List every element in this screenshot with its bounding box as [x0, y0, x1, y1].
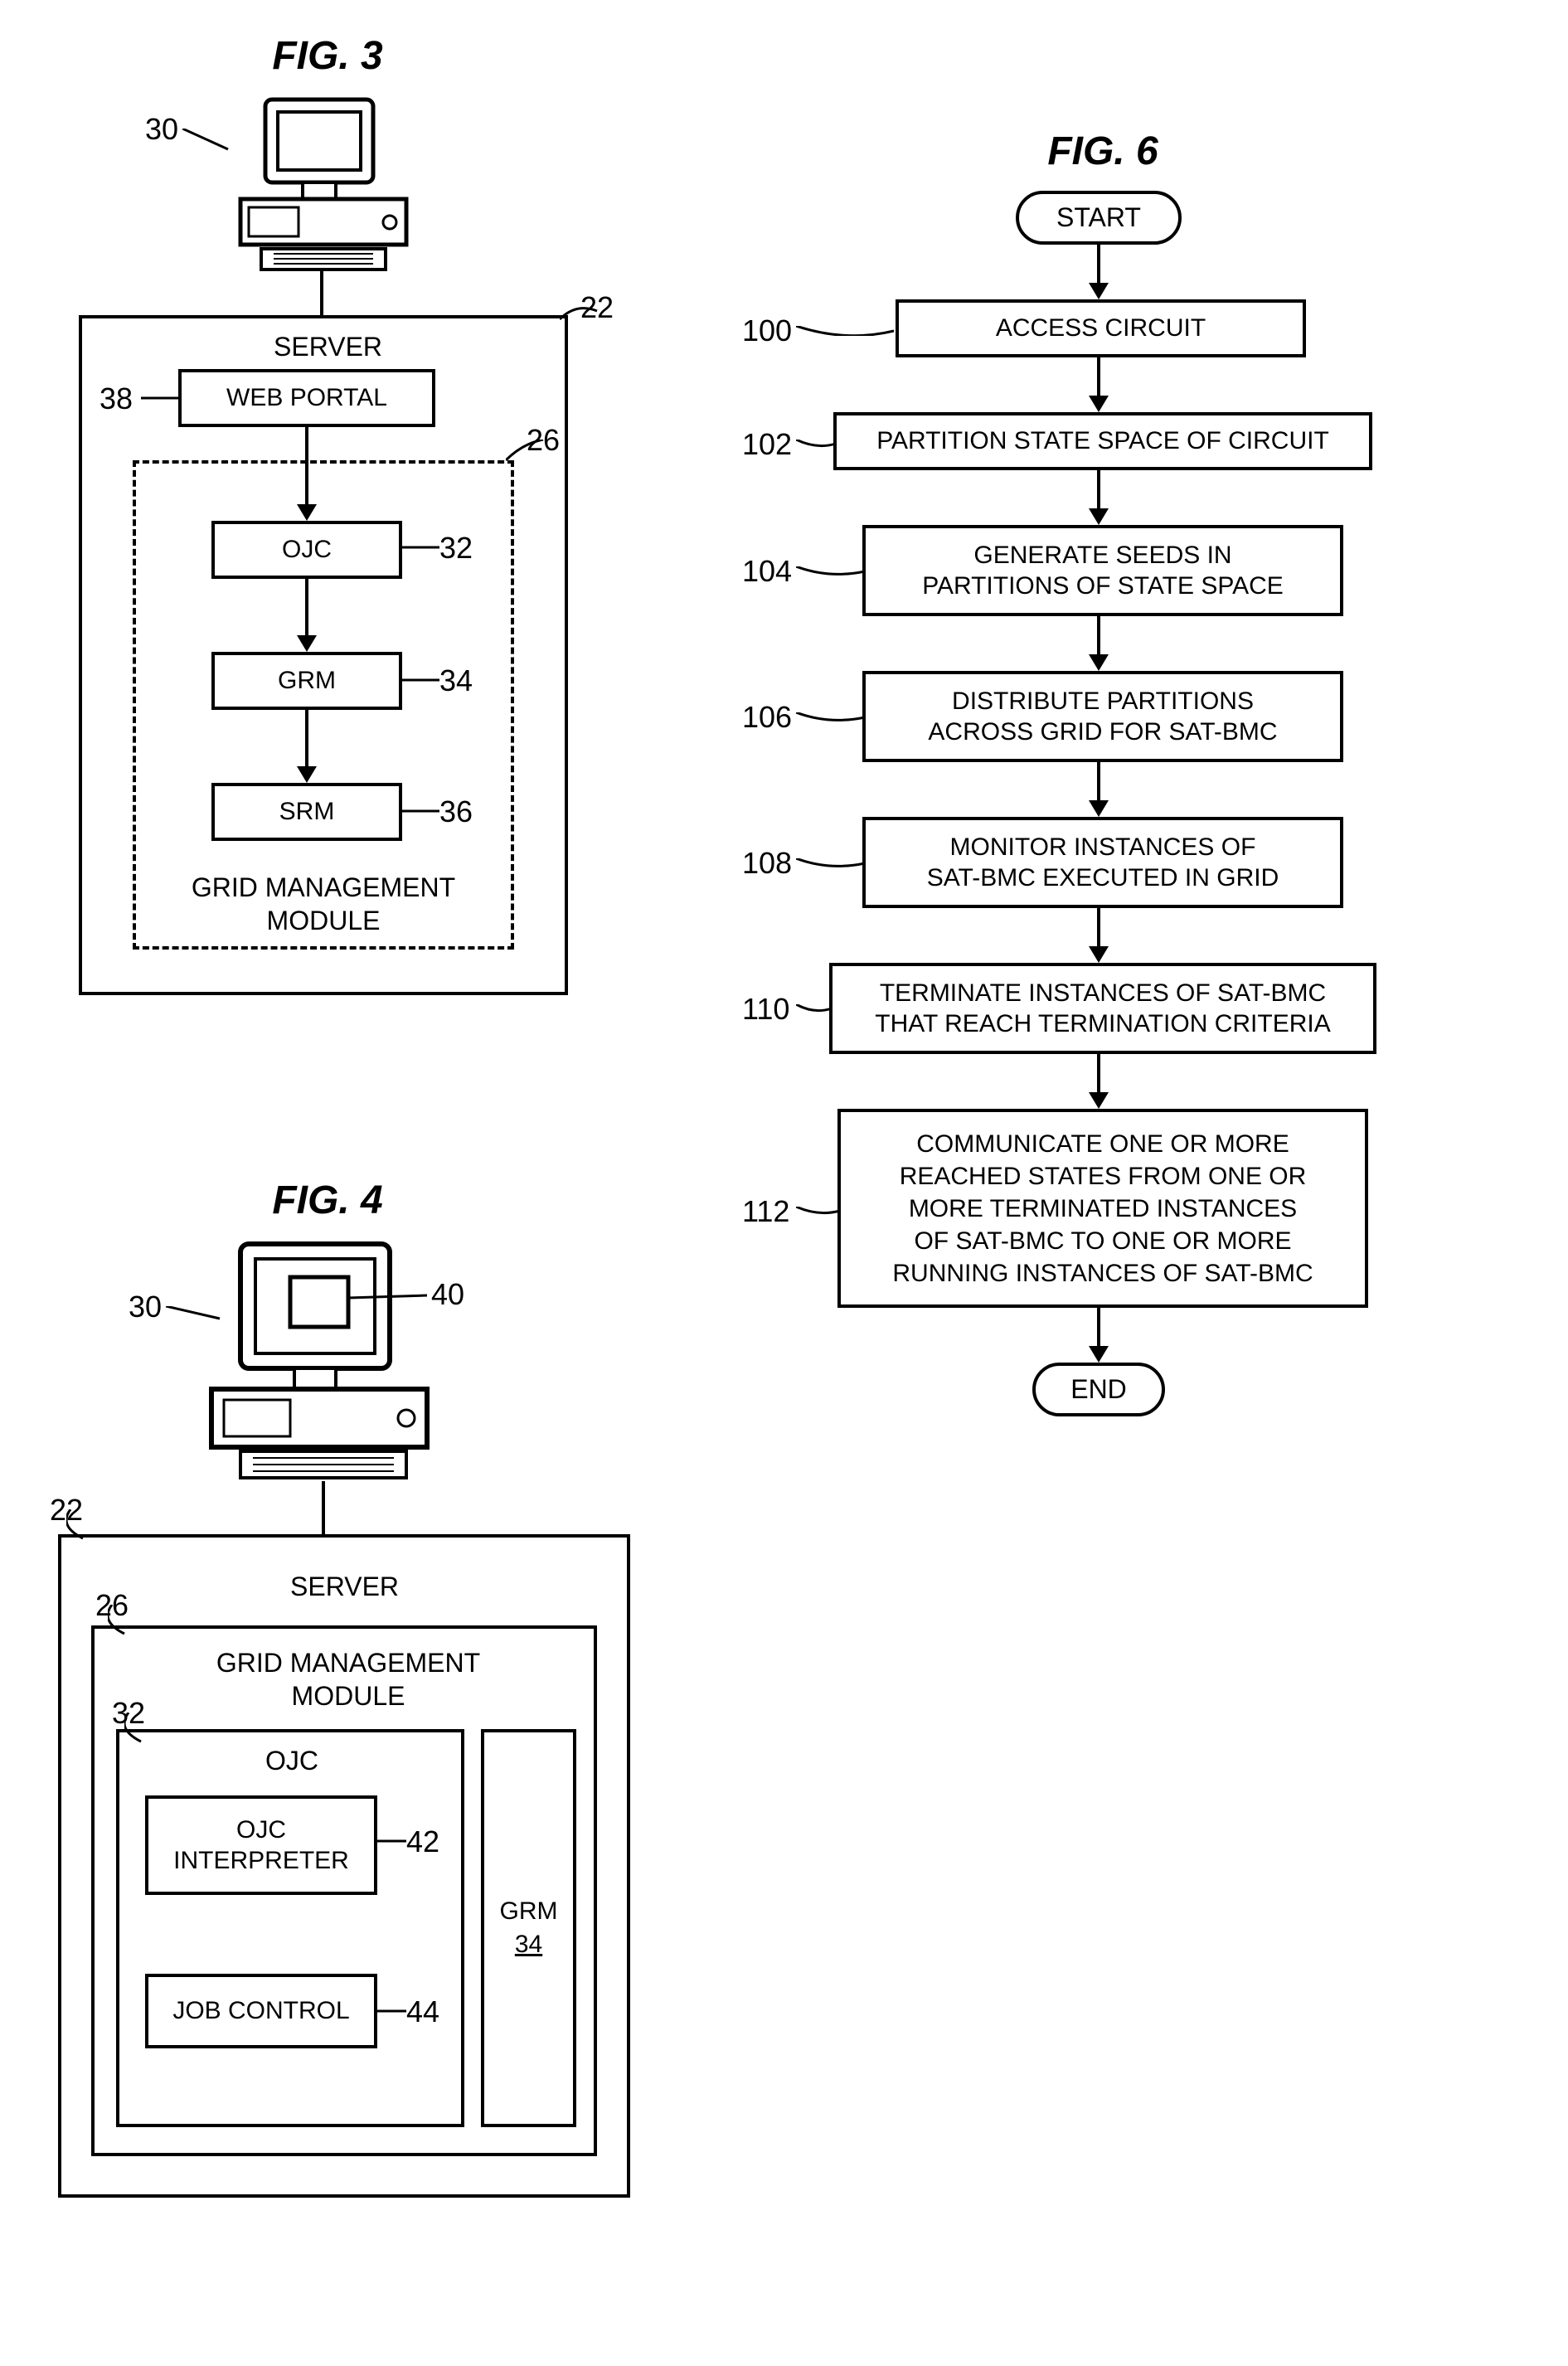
arrow-head [1089, 508, 1109, 525]
leader-line [377, 1837, 410, 1845]
arrow-head [1089, 283, 1109, 299]
fig6-step-104: GENERATE SEEDS IN PARTITIONS OF STATE SP… [862, 525, 1343, 616]
fig6-ref-104: 104 [742, 554, 792, 589]
fig4-jobcontrol: JOB CONTROL [145, 1974, 377, 2048]
leader-line [348, 1294, 431, 1302]
computer-icon [216, 91, 431, 274]
leader-line [108, 1605, 141, 1638]
fig6-step-108: MONITOR INSTANCES OF SAT-BMC EXECUTED IN… [862, 817, 1343, 908]
arrow-head [1089, 1092, 1109, 1109]
fig4-ref-screen: 40 [431, 1277, 464, 1312]
leader-line [166, 1306, 224, 1323]
fig6-end: END [1032, 1363, 1165, 1416]
fig6-step-100: ACCESS CIRCUIT [896, 299, 1306, 357]
fig3-ref-srm: 36 [439, 794, 473, 829]
arrow-line [1097, 245, 1100, 284]
arrow-line [1097, 1308, 1100, 1348]
leader-line [796, 566, 867, 576]
fig4-server-label: SERVER [290, 1572, 399, 1602]
computer-icon [191, 1236, 456, 1484]
fig6-step-102: PARTITION STATE SPACE OF CIRCUIT [833, 412, 1372, 470]
fig4-grm: GRM 34 [481, 1729, 576, 2127]
fig3-module-label: GRID MANAGEMENT MODULE [182, 871, 464, 937]
leader-line [402, 807, 444, 815]
fig6-start: START [1016, 191, 1182, 245]
fig6-step-112: COMMUNICATE ONE OR MORE REACHED STATES F… [837, 1109, 1368, 1308]
fig6-step-106: DISTRIBUTE PARTITIONS ACROSS GRID FOR SA… [862, 671, 1343, 762]
fig6-ref-108: 108 [742, 846, 792, 881]
fig4-ojc-box [116, 1729, 464, 2127]
leader-line [796, 712, 867, 722]
fig4-grm-ref: 34 [515, 1931, 542, 1959]
arrow-line [1097, 616, 1100, 656]
arrow-line [305, 427, 308, 506]
fig6-title: FIG. 6 [978, 129, 1227, 174]
fig6-step-110: TERMINATE INSTANCES OF SAT-BMC THAT REAC… [829, 963, 1376, 1054]
fig4-interpreter: OJC INTERPRETER [145, 1795, 377, 1895]
leader-line [560, 307, 601, 332]
leader-line [796, 440, 837, 448]
fig3-ojc: OJC [211, 521, 402, 579]
fig3-ref-computer: 30 [145, 112, 178, 147]
fig4-module-label: GRID MANAGEMENT MODULE [207, 1646, 489, 1713]
fig3-ref-ojc: 32 [439, 531, 473, 566]
fig4-ref-interpreter: 42 [406, 1824, 439, 1859]
arrow-head [1089, 800, 1109, 817]
fig6-ref-110: 110 [742, 992, 789, 1027]
arrow-line [1097, 908, 1100, 948]
leader-line [402, 543, 444, 551]
leader-line [66, 1509, 100, 1543]
fig3-server-label: SERVER [274, 332, 382, 362]
connector-line [320, 270, 323, 316]
leader-line [796, 1004, 833, 1013]
fig4-ref-computer: 30 [129, 1290, 162, 1324]
fig3-webportal: WEB PORTAL [178, 369, 435, 427]
arrow-line [305, 710, 308, 768]
leader-line [182, 129, 232, 153]
fig6-ref-102: 102 [742, 427, 792, 462]
connector-line [322, 1481, 325, 1535]
arrow-head [1089, 946, 1109, 963]
arrow-head [1089, 396, 1109, 412]
fig3-grm: GRM [211, 652, 402, 710]
arrow-head [1089, 654, 1109, 671]
arrow-line [305, 579, 308, 637]
fig3-ref-webportal: 38 [100, 381, 133, 416]
leader-line [796, 858, 867, 868]
leader-line [377, 2007, 410, 2015]
fig6-ref-100: 100 [742, 313, 792, 348]
fig6-ref-106: 106 [742, 700, 792, 735]
fig3-ref-grm: 34 [439, 663, 473, 698]
fig3-title: FIG. 3 [203, 33, 452, 79]
leader-line [124, 1713, 158, 1746]
leader-line [506, 440, 547, 464]
arrow-head [297, 766, 317, 783]
leader-line [796, 326, 896, 336]
fig4-ojc-label: OJC [265, 1746, 318, 1776]
arrow-head [297, 504, 317, 521]
leader-line [141, 394, 182, 402]
arrow-head [297, 635, 317, 652]
leader-line [796, 1207, 842, 1215]
fig3-srm: SRM [211, 783, 402, 841]
arrow-head [1089, 1346, 1109, 1363]
arrow-line [1097, 1054, 1100, 1094]
fig4-title: FIG. 4 [203, 1178, 452, 1223]
leader-line [402, 676, 444, 684]
arrow-line [1097, 762, 1100, 802]
arrow-line [1097, 357, 1100, 397]
arrow-line [1097, 470, 1100, 510]
fig6-ref-112: 112 [742, 1194, 789, 1229]
fig4-grm-label: GRM [500, 1897, 558, 1926]
fig4-ref-jobcontrol: 44 [406, 1994, 439, 2029]
